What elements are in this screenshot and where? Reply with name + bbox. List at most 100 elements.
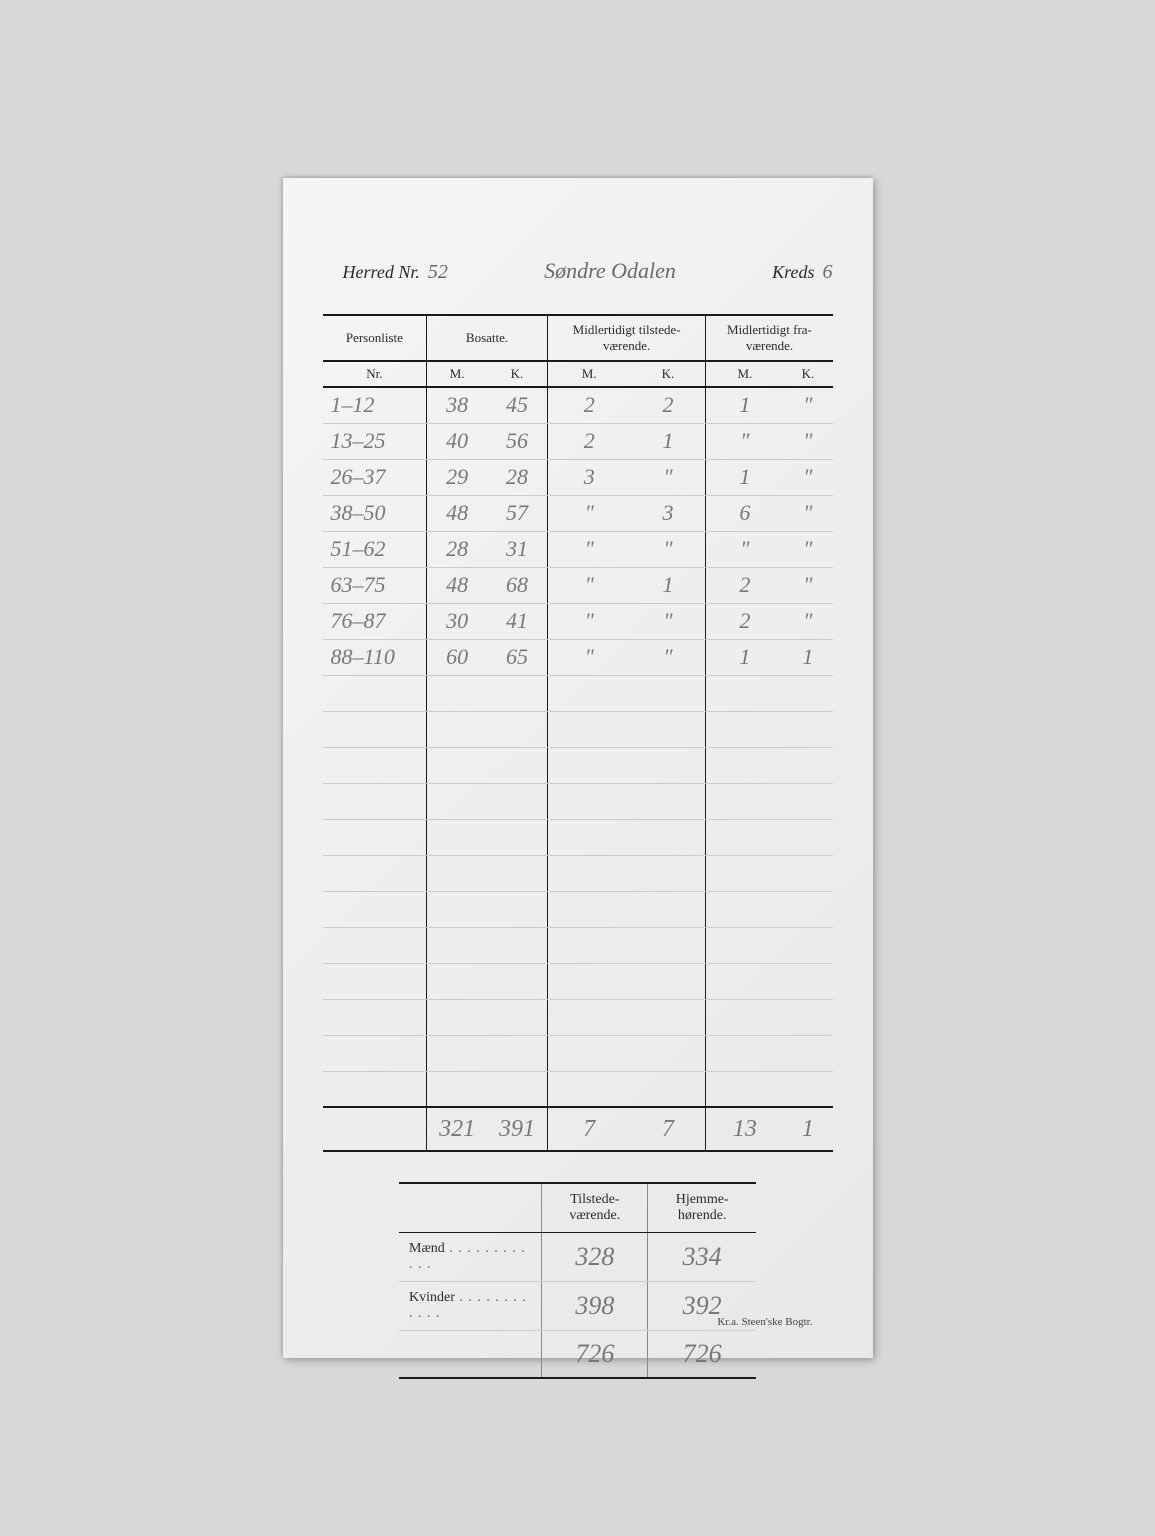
table-cell: 88–110: [323, 639, 427, 675]
table-cell: ": [631, 459, 706, 495]
table-cell: 56: [487, 423, 547, 459]
table-cell: [783, 927, 832, 963]
table-cell: [427, 855, 487, 891]
kvinder-tilstede: 398: [542, 1282, 648, 1331]
table-cell: [487, 891, 547, 927]
table-cell: 7: [547, 1107, 630, 1151]
table-cell: 2: [706, 603, 783, 639]
table-cell: [783, 891, 832, 927]
table-row: 88–1106065""11: [323, 639, 833, 675]
col-hjemme: Hjemme- hørende.: [648, 1183, 756, 1233]
table-cell: [487, 675, 547, 711]
total-hjemme: 726: [648, 1331, 756, 1379]
table-cell: [706, 819, 783, 855]
table-cell: [427, 747, 487, 783]
table-cell: [706, 891, 783, 927]
table-cell: [706, 963, 783, 999]
table-cell: 1: [706, 639, 783, 675]
kreds-number: 6: [823, 261, 833, 284]
table-cell: ": [706, 423, 783, 459]
table-cell: [323, 1071, 427, 1107]
table-cell: [706, 747, 783, 783]
table-cell: [487, 711, 547, 747]
table-cell: [631, 963, 706, 999]
table-cell: [631, 711, 706, 747]
col-midl-fra: Midlertidigt fra- værende.: [706, 315, 833, 361]
table-cell: 1–12: [323, 387, 427, 423]
col-m: M.: [427, 361, 487, 387]
table-cell: 38: [427, 387, 487, 423]
table-cell: ": [547, 495, 630, 531]
table-cell: 51–62: [323, 531, 427, 567]
table-row-empty: [323, 927, 833, 963]
table-cell: 1: [631, 423, 706, 459]
table-cell: 3: [631, 495, 706, 531]
table-row-empty: [323, 819, 833, 855]
table-cell: 29: [427, 459, 487, 495]
table-cell: [427, 999, 487, 1035]
maend-hjemme: 334: [648, 1233, 756, 1282]
col-k: K.: [783, 361, 832, 387]
table-cell: [783, 855, 832, 891]
table-cell: 1: [706, 387, 783, 423]
herred-number: 52: [428, 261, 448, 284]
row-maend-label: Mænd: [399, 1233, 542, 1282]
table-cell: 2: [547, 423, 630, 459]
table-cell: 68: [487, 567, 547, 603]
maend-tilstede: 328: [542, 1233, 648, 1282]
table-cell: [427, 711, 487, 747]
table-cell: 60: [427, 639, 487, 675]
table-cell: 48: [427, 495, 487, 531]
table-cell: [427, 927, 487, 963]
table-row-empty: [323, 675, 833, 711]
col-personliste: Personliste: [323, 315, 427, 361]
table-cell: 1: [783, 639, 832, 675]
table-cell: [783, 819, 832, 855]
table-cell: 28: [427, 531, 487, 567]
main-table: Personliste Bosatte. Midlertidigt tilste…: [323, 314, 833, 1152]
table-cell: ": [783, 531, 832, 567]
table-row: 63–754868"12": [323, 567, 833, 603]
table-cell: ": [783, 567, 832, 603]
col-m: M.: [547, 361, 630, 387]
table-cell: [783, 999, 832, 1035]
table-cell: 391: [487, 1107, 547, 1151]
table-cell: ": [631, 531, 706, 567]
table-cell: [487, 783, 547, 819]
table-cell: 28: [487, 459, 547, 495]
summary-total-blank: [399, 1331, 542, 1379]
table-cell: [487, 747, 547, 783]
table-cell: 65: [487, 639, 547, 675]
table-row-empty: [323, 963, 833, 999]
table-cell: [427, 891, 487, 927]
col-midl-tilstede: Midlertidigt tilstede- værende.: [547, 315, 706, 361]
summary-table: Tilstede- værende. Hjemme- hørende. Mænd…: [399, 1182, 756, 1379]
table-cell: [487, 999, 547, 1035]
table-row: 1–123845221": [323, 387, 833, 423]
table-cell: [631, 891, 706, 927]
table-row-empty: [323, 855, 833, 891]
table-cell: [547, 999, 630, 1035]
table-cell: [547, 819, 630, 855]
table-cell: 45: [487, 387, 547, 423]
form-header: Herred Nr. 52 Søndre Odalen Kreds 6: [323, 258, 833, 284]
table-cell: ": [783, 387, 832, 423]
table-cell: 26–37: [323, 459, 427, 495]
table-cell: [323, 927, 427, 963]
table-cell: 76–87: [323, 603, 427, 639]
table-cell: [323, 855, 427, 891]
table-cell: [547, 927, 630, 963]
table-cell: [323, 963, 427, 999]
table-cell: 30: [427, 603, 487, 639]
main-table-body: 1–123845221"13–25405621""26–3729283"1"38…: [323, 387, 833, 1151]
table-cell: [631, 1071, 706, 1107]
table-row-empty: [323, 891, 833, 927]
table-cell: ": [783, 495, 832, 531]
table-cell: 38–50: [323, 495, 427, 531]
printer-footer: Kr.a. Steen'ske Bogtr.: [717, 1316, 812, 1328]
col-tilstede: Tilstede- værende.: [542, 1183, 648, 1233]
table-row: 76–873041""2": [323, 603, 833, 639]
table-cell: [706, 1071, 783, 1107]
col-nr: Nr.: [323, 361, 427, 387]
table-cell: [427, 1035, 487, 1071]
